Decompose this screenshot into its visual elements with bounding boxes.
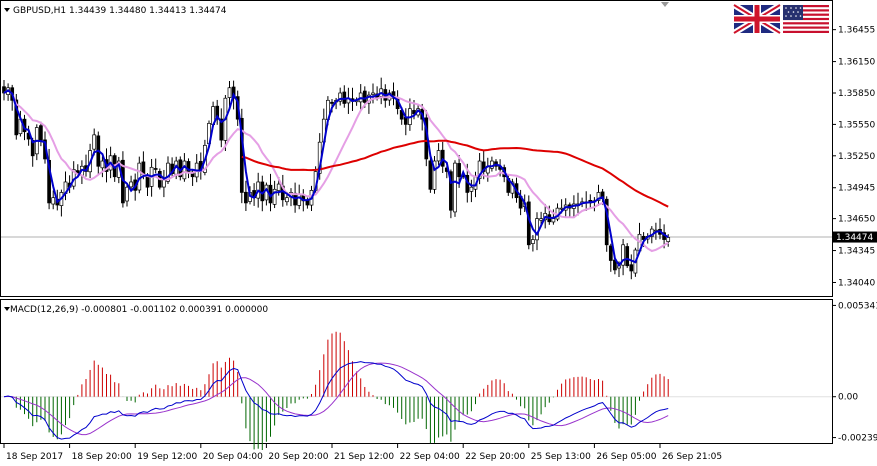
macd-dropdown-icon[interactable]: [4, 307, 10, 311]
price-tick-label: 1.35550: [838, 120, 875, 130]
price-panel: [0, 0, 833, 297]
macd-tick-label: 0.005341: [838, 301, 877, 311]
price-tick-label: 1.34345: [838, 247, 875, 257]
ma-medium-line: [3, 89, 669, 253]
candle-body: [535, 218, 539, 241]
candle-body: [436, 150, 441, 162]
us-flag-icon: [783, 5, 829, 33]
current-price-label: 1.34474: [836, 233, 873, 243]
price-tick-label: 1.34040: [838, 278, 875, 288]
candle-body: [338, 92, 343, 102]
candle-body: [481, 161, 486, 172]
candle-body: [596, 192, 601, 201]
ma-fast-line: [3, 89, 669, 268]
candle-body: [666, 237, 671, 242]
candle-body: [182, 160, 187, 180]
candle-body: [469, 186, 474, 192]
candle-body: [92, 134, 97, 150]
price-header: GBPUSD,H1 1.34439 1.34480 1.34413 1.3447…: [13, 6, 227, 16]
candle-body: [166, 162, 170, 182]
candle-body: [162, 179, 166, 188]
candle-body: [51, 197, 56, 205]
time-tick-label: 22 Sep 20:00: [465, 452, 525, 462]
time-tick-label: 18 Sep 20:00: [72, 452, 132, 462]
candle-body: [330, 101, 334, 104]
candle-body: [551, 218, 556, 223]
price-tick-label: 1.34945: [838, 184, 875, 194]
candle-body: [428, 160, 433, 190]
price-tick-label: 1.36455: [838, 26, 875, 36]
time-tick-label: 21 Sep 12:00: [334, 452, 394, 462]
candle-body: [621, 244, 625, 266]
candle-body: [47, 159, 51, 204]
candle-body: [539, 218, 543, 221]
candle-body: [145, 176, 150, 188]
candle-body: [137, 162, 142, 191]
time-axis: 18 Sep 2017 18 Sep 20:00 19 Sep 12:00 20 Se…: [3, 443, 722, 462]
candle-body: [362, 90, 367, 103]
candle-body: [371, 92, 375, 95]
candle-body: [625, 246, 630, 267]
current-price-tag: [833, 231, 877, 243]
candle-body: [432, 160, 437, 190]
macd-lines-layer: [3, 361, 669, 440]
candle-body: [641, 235, 646, 240]
time-tick-label: 19 Sep 12:00: [137, 452, 197, 462]
time-tick-label: 18 Sep 2017: [6, 452, 63, 462]
time-tick-label: 26 Sep 05:00: [596, 452, 656, 462]
price-tick-label: 1.35850: [838, 89, 875, 99]
candle-body: [305, 200, 310, 206]
candle-body: [403, 117, 408, 125]
candle-body: [125, 186, 129, 202]
candle-body: [608, 245, 613, 261]
price-tick-label: 1.35250: [838, 152, 875, 162]
candle-body: [453, 162, 457, 213]
price-tick-label: 1.36150: [838, 58, 875, 68]
macd-panel: [0, 299, 833, 444]
price-tick-label: 1.34650: [838, 215, 875, 225]
candle-body: [129, 181, 133, 188]
candle-body: [227, 87, 232, 98]
candle-body: [276, 183, 281, 191]
candle-body: [100, 160, 105, 169]
symbol-dropdown-icon[interactable]: [4, 8, 10, 12]
macd-main-line: [3, 361, 669, 440]
time-tick-label: 26 Sep 21:05: [662, 452, 722, 462]
macd-header: MACD(12,26,9) -0.000801 -0.001102 0.0003…: [10, 305, 268, 315]
time-tick-label: 25 Sep 13:00: [531, 452, 591, 462]
time-tick-label: 20 Sep 04:00: [203, 452, 263, 462]
macd-signal-line: [3, 362, 669, 436]
candle-body: [449, 171, 453, 211]
macd-tick-label: 0.00: [838, 393, 858, 403]
candle-body: [531, 239, 535, 244]
uk-flag-icon: [732, 2, 782, 36]
candle-body: [285, 197, 289, 203]
ma-slow-line: [241, 139, 669, 208]
candle-body: [186, 161, 191, 172]
price-axis: 1.36455 1.36150 1.35850 1.35550 1.35250 1.349…: [832, 26, 875, 288]
candle-body: [153, 168, 158, 170]
candle-body: [14, 99, 19, 136]
candle-body: [457, 163, 461, 178]
candle-body: [39, 125, 43, 141]
candle-body: [629, 264, 634, 272]
chart-shift-marker[interactable]: [661, 2, 669, 7]
candle-body: [297, 194, 302, 206]
candle-body: [215, 105, 220, 120]
candle-body: [477, 160, 482, 179]
time-tick-label: 22 Sep 04:00: [400, 452, 460, 462]
macd-histogram-layer: [1, 331, 832, 451]
candle-body: [244, 191, 248, 204]
candle-body: [272, 188, 277, 205]
moving-averages-layer: [3, 89, 669, 268]
time-tick-label: 20 Sep 20:00: [268, 452, 328, 462]
candle-body: [219, 118, 224, 141]
